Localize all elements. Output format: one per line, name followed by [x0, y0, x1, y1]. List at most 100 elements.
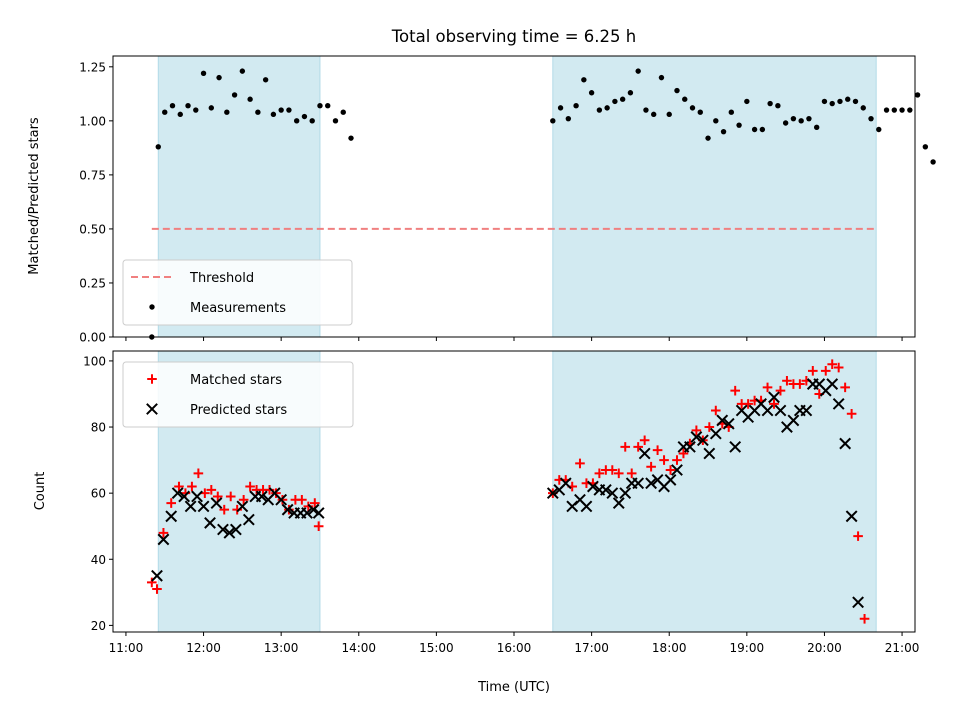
measurement-point — [697, 109, 703, 115]
measurement-point — [604, 105, 610, 111]
predicted-star-point — [599, 483, 612, 496]
predicted-star-point — [191, 490, 203, 503]
predicted-star-point — [157, 533, 170, 546]
matched-star-point — [639, 435, 650, 446]
legend-box — [122, 259, 353, 326]
measurement-point — [728, 109, 735, 115]
x-tick-label: 16:00 — [497, 641, 532, 655]
measurement-point — [247, 96, 253, 102]
legend-matched-swatch — [147, 374, 157, 384]
measurement-point — [216, 74, 222, 81]
bottom-y-axis-label: Count — [33, 472, 48, 511]
measurement-point — [169, 103, 176, 109]
measurement-point — [744, 98, 750, 105]
predicted-star-point — [229, 523, 242, 536]
matched-star-point — [174, 481, 184, 492]
x-tick-label: 17:00 — [574, 641, 609, 655]
predicted-star-point — [671, 464, 683, 476]
predicted-star-point — [178, 490, 191, 503]
legend-label: Measurements — [190, 301, 286, 316]
predicted-star-point — [716, 414, 729, 427]
measurement-point — [682, 96, 688, 102]
measurement-point — [837, 98, 843, 105]
measurement-point — [759, 126, 766, 133]
predicted-star-point — [632, 477, 645, 490]
x-tick-label: 12:00 — [186, 641, 221, 655]
predicted-star-point — [307, 503, 320, 516]
matched-star-point — [743, 399, 753, 409]
predicted-star-point — [275, 493, 288, 506]
predicted-star-point — [204, 516, 216, 529]
measurement-point — [262, 77, 269, 83]
bottom-legend: Matched stars Predicted stars — [122, 361, 354, 428]
matched-star-point — [827, 359, 838, 370]
measurement-point — [720, 128, 727, 135]
predicted-star-point — [774, 404, 787, 417]
x-tick-label: 15:00 — [419, 641, 454, 655]
predicted-star-point — [761, 404, 774, 417]
matched-star-point — [158, 528, 169, 538]
matched-star-point — [665, 465, 676, 475]
predicted-star-point — [312, 507, 325, 519]
measurement-point — [891, 107, 898, 113]
measurement-point — [239, 68, 246, 74]
matched-star-point — [659, 455, 669, 465]
predicted-star-point — [236, 500, 249, 513]
y-tick-label: 1.00 — [79, 114, 106, 128]
matched-star-point — [691, 425, 702, 436]
measurement-point — [193, 107, 199, 113]
y-tick-label: 20 — [91, 619, 106, 633]
predicted-star-point — [826, 378, 839, 390]
y-tick-label: 60 — [91, 487, 106, 501]
x-tick-label: 20:00 — [807, 641, 842, 655]
matched-star-point — [212, 491, 223, 502]
matched-star-point — [795, 379, 805, 389]
predicted-star-point — [151, 569, 163, 582]
measurement-point — [775, 103, 781, 109]
matched-star-point — [646, 461, 656, 472]
matched-star-point — [166, 498, 177, 508]
measurement-point — [658, 74, 665, 81]
legend-label: Predicted stars — [190, 403, 287, 418]
matched-star-point — [769, 399, 779, 409]
matched-star-point — [313, 521, 324, 532]
measurement-point — [348, 135, 354, 141]
measurement-point — [635, 68, 641, 74]
matched-star-point — [730, 385, 740, 396]
matched-star-point — [820, 366, 831, 376]
bottom-y-ticks: 20 40 60 80 100 — [83, 354, 113, 633]
measurement-point — [573, 103, 579, 109]
chart-title: Total observing time = 6.25 h — [391, 27, 636, 46]
matched-star-point — [833, 362, 844, 373]
matched-star-point — [147, 577, 157, 588]
matched-star-point — [219, 504, 230, 515]
predicted-star-point — [165, 510, 178, 523]
measurement-point — [325, 103, 331, 109]
measurement-point — [270, 111, 277, 118]
measurement-point — [155, 144, 161, 150]
predicted-star-point — [684, 440, 696, 453]
measurement-point — [751, 126, 758, 133]
measurement-point — [340, 109, 346, 115]
predicted-star-point — [580, 500, 593, 513]
y-tick-label: 1.25 — [79, 60, 106, 74]
predicted-star-point — [242, 513, 255, 526]
predicted-star-point — [255, 490, 268, 503]
measurement-point — [860, 105, 866, 111]
measurement-point — [619, 96, 626, 102]
measurement-point — [689, 105, 696, 111]
measurement-point — [674, 87, 680, 94]
x-tick-label: 11:00 — [109, 641, 144, 655]
matched-star-point — [297, 494, 307, 505]
y-tick-label: 0.75 — [79, 168, 106, 182]
matched-star-point — [678, 448, 689, 459]
predicted-star-point — [197, 500, 210, 513]
measurement-point — [782, 120, 789, 126]
predicted-star-point — [301, 507, 313, 519]
measurement-point — [845, 96, 851, 102]
predicted-star-point — [559, 477, 572, 490]
x-axis-label: Time (UTC) — [477, 680, 550, 695]
measurement-point — [651, 111, 657, 118]
matched-star-point — [607, 465, 618, 475]
